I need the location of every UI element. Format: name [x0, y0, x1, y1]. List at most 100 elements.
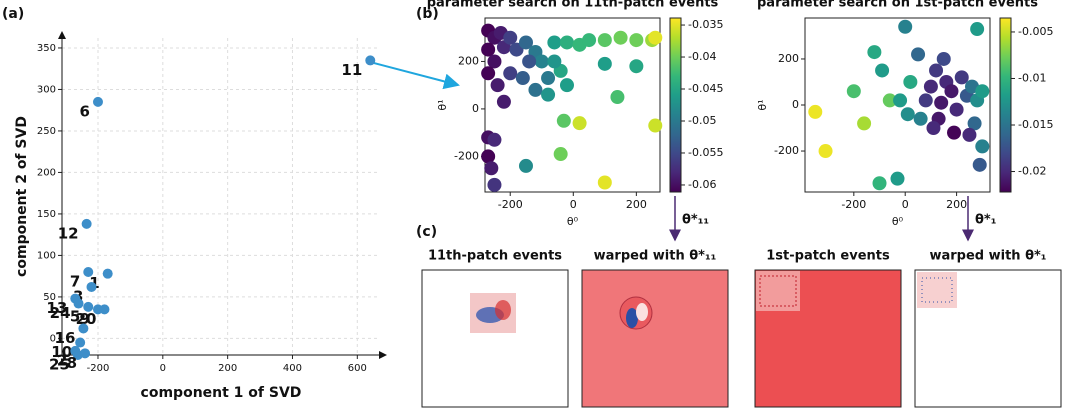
- point: [519, 159, 533, 173]
- point: [924, 80, 938, 94]
- point: [914, 112, 928, 126]
- point-label: 11: [341, 61, 362, 79]
- y-axis-label: component 2 of SVD: [14, 116, 30, 277]
- point: [497, 95, 511, 109]
- event-patch: [756, 271, 800, 311]
- point: [481, 149, 495, 163]
- y-tick-label: 200: [458, 54, 479, 67]
- x-tick-label: 600: [348, 363, 367, 374]
- point: [808, 105, 822, 119]
- colorbar-tick-label: -0.06: [688, 178, 716, 191]
- y-tick-label: 100: [37, 250, 56, 261]
- x-tick-label: 200: [218, 363, 237, 374]
- point: [857, 116, 871, 130]
- point: [929, 63, 943, 77]
- colorbar-tick-label: -0.02: [1018, 165, 1046, 178]
- point: [629, 59, 643, 73]
- event-image: [582, 270, 728, 407]
- x-tick-label: 200: [946, 198, 967, 211]
- point: [911, 47, 925, 61]
- y-tick-label: 200: [778, 52, 799, 65]
- point: [629, 33, 643, 47]
- point: [481, 43, 495, 57]
- point: [973, 158, 987, 172]
- point: [944, 84, 958, 98]
- point: [598, 33, 612, 47]
- colorbar-tick-label: -0.04: [688, 50, 716, 63]
- point: [598, 176, 612, 190]
- x-tick-label: -200: [841, 198, 866, 211]
- point: [934, 96, 948, 110]
- point: [598, 57, 612, 71]
- point: [535, 54, 549, 68]
- point: [975, 84, 989, 98]
- point: [487, 133, 501, 147]
- point: [487, 178, 501, 192]
- point: [481, 66, 495, 80]
- event-images: [422, 270, 1061, 407]
- point-label: 6: [80, 102, 90, 120]
- point: [93, 97, 103, 107]
- colorbar-tick-label: -0.035: [688, 18, 723, 31]
- point: [847, 84, 861, 98]
- point: [560, 35, 574, 49]
- point: [898, 20, 912, 34]
- point: [491, 78, 505, 92]
- x-tick-label: -200: [87, 363, 110, 374]
- colorbar-tick-label: -0.01: [1018, 71, 1046, 84]
- y-axis-label: θ¹: [436, 99, 449, 110]
- point: [99, 304, 109, 314]
- x-axis-label: component 1 of SVD: [141, 385, 302, 401]
- panel-label: (c): [416, 224, 437, 240]
- point: [614, 31, 628, 45]
- y-tick-label: -200: [454, 149, 479, 162]
- point: [528, 83, 542, 97]
- point: [962, 128, 976, 142]
- panel-title: warped with θ*₁₁: [594, 249, 717, 264]
- point: [875, 63, 889, 77]
- figure: (a) (b) (c) θ*₁₁ θ*₁ 11th-patch events w…: [0, 0, 1067, 412]
- point: [950, 103, 964, 117]
- event-image: [422, 270, 568, 407]
- colorbar-tick-label: -0.005: [1018, 25, 1053, 38]
- point: [926, 121, 940, 135]
- chart-title: parameter search on 1st-patch events: [757, 0, 1038, 11]
- y-tick-label: -200: [774, 144, 799, 157]
- point: [554, 147, 568, 161]
- point: [947, 126, 961, 140]
- point: [541, 71, 555, 85]
- x-tick-label: 400: [283, 363, 302, 374]
- point: [582, 33, 596, 47]
- point: [541, 88, 555, 102]
- y-tick-label: 0: [792, 98, 799, 111]
- y-tick-label: 0: [472, 102, 479, 115]
- panel-title: warped with θ*₁: [929, 249, 1046, 264]
- point: [819, 144, 833, 158]
- arrow-label: θ*₁: [975, 213, 996, 228]
- event-patch: [917, 272, 957, 308]
- y-tick-label: 250: [37, 126, 56, 137]
- point-label: 12: [58, 224, 79, 242]
- colorbar-tick-label: -0.055: [688, 146, 723, 159]
- point-label: 24: [50, 304, 71, 322]
- event-blob: [636, 303, 648, 321]
- colorbar-tick-label: -0.05: [688, 114, 716, 127]
- point: [901, 107, 915, 121]
- point: [873, 176, 887, 190]
- point: [503, 31, 517, 45]
- point: [365, 55, 375, 65]
- chart-title: parameter search on 11th-patch events: [427, 0, 719, 11]
- point: [557, 114, 571, 128]
- x-tick-label: 0: [160, 363, 166, 374]
- y-tick-label: 150: [37, 209, 56, 220]
- point: [547, 54, 561, 68]
- point: [80, 348, 90, 358]
- x-tick-label: 0: [902, 198, 909, 211]
- event-blob: [495, 300, 511, 320]
- x-tick-label: 200: [626, 198, 647, 211]
- y-tick-label: 350: [37, 43, 56, 54]
- point: [970, 22, 984, 36]
- colorbar-tick-label: -0.015: [1018, 118, 1053, 131]
- point: [648, 31, 662, 45]
- point: [648, 119, 662, 133]
